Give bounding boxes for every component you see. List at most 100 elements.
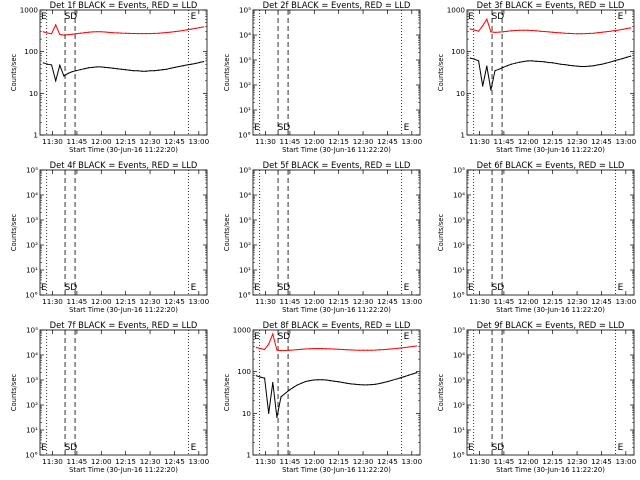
events-series-point xyxy=(75,70,77,72)
y-tick-label: 10⁵ xyxy=(26,166,38,175)
y-tick-label: 10 xyxy=(242,409,252,418)
plot-frame xyxy=(252,329,421,456)
x-tick-label: 13:00 xyxy=(615,457,636,466)
marker-label-middle: SD xyxy=(65,283,78,293)
events-series-point xyxy=(292,386,294,388)
events-series-point xyxy=(535,60,537,62)
x-tick-label: 11:30 xyxy=(469,137,490,146)
events-series-point xyxy=(296,384,299,386)
lld-series-point xyxy=(288,349,290,351)
events-series-point xyxy=(309,380,311,382)
events-series-point xyxy=(597,64,599,66)
y-tick-label: 10⁵ xyxy=(453,326,465,335)
x-tick-label: 13:00 xyxy=(615,297,636,306)
events-series-point xyxy=(370,383,373,386)
lld-series-point xyxy=(46,32,49,34)
y-tick-label: 10³ xyxy=(26,376,38,385)
events-series-point xyxy=(329,380,331,382)
lld-series-point xyxy=(477,30,480,32)
lld-series-point xyxy=(498,31,500,33)
y-axis-label: Counts/sec xyxy=(10,374,18,412)
lld-series-point xyxy=(276,349,278,351)
x-tick-label: 12:00 xyxy=(518,297,539,306)
y-tick-label: 10° xyxy=(452,291,465,300)
lld-series-point xyxy=(416,345,418,347)
lld-series-point xyxy=(527,29,529,31)
lld-series-point xyxy=(473,29,476,31)
y-tick-label: 10⁴ xyxy=(239,191,251,200)
events-series-point xyxy=(272,381,274,384)
events-series-point xyxy=(313,379,315,381)
panel-title: Det 9f BLACK = Events, RED = LLD xyxy=(477,320,625,330)
lld-series-point xyxy=(116,32,118,34)
lld-series-point xyxy=(354,349,356,351)
x-tick-label: 11:45 xyxy=(67,297,88,306)
lld-series-point xyxy=(556,31,558,34)
events-series-point xyxy=(321,379,323,381)
lld-series-point xyxy=(337,348,340,350)
events-series-point xyxy=(178,65,180,68)
events-series-point xyxy=(276,416,278,418)
lld-series-point xyxy=(350,349,352,351)
events-series-point xyxy=(605,62,607,64)
plot-frame xyxy=(252,169,421,296)
events-series-point xyxy=(333,380,336,382)
x-tick-label: 11:30 xyxy=(255,457,276,466)
events-series-point xyxy=(625,56,628,58)
lld-series-point xyxy=(395,347,397,350)
events-series-point xyxy=(523,60,525,63)
events-series-point xyxy=(280,396,282,398)
x-tick-label: 13:00 xyxy=(401,297,422,306)
y-tick-label: 10³ xyxy=(453,216,465,225)
lld-series-point xyxy=(75,33,77,35)
y-tick-label: 10² xyxy=(453,241,465,250)
lld-series-point xyxy=(379,349,381,351)
x-tick-label: 12:15 xyxy=(115,457,136,466)
x-tick-label: 11:45 xyxy=(280,137,301,146)
x-tick-label: 12:15 xyxy=(542,137,563,146)
events-series-point xyxy=(174,66,176,68)
events-series-point xyxy=(539,60,541,63)
y-tick-label: 10⁵ xyxy=(239,6,251,15)
events-series-point xyxy=(124,69,127,71)
lld-series-point xyxy=(71,33,73,35)
events-series-point xyxy=(55,80,57,82)
lld-series-point xyxy=(490,31,492,33)
x-tick-label: 12:45 xyxy=(377,457,398,466)
events-series-point xyxy=(490,89,492,91)
events-series-point xyxy=(133,70,135,72)
lld-series-point xyxy=(568,32,570,34)
lld-series-point xyxy=(543,30,545,33)
events-series-point xyxy=(79,69,81,71)
lld-series-point xyxy=(403,346,405,349)
events-series-point xyxy=(300,382,303,384)
y-tick-label: 1 xyxy=(460,131,465,140)
lld-series-point xyxy=(141,33,143,35)
y-tick-label: 10³ xyxy=(239,216,251,225)
y-tick-label: 10¹ xyxy=(239,106,251,115)
events-series-point xyxy=(59,64,61,66)
y-tick-label: 10° xyxy=(238,131,251,140)
x-tick-label: 12:00 xyxy=(304,137,325,146)
y-axis-label: Counts/sec xyxy=(10,214,18,252)
events-series-point xyxy=(46,63,49,65)
lld-series-point xyxy=(59,33,61,35)
x-tick-label: 11:45 xyxy=(280,297,301,306)
x-tick-label: 11:45 xyxy=(280,457,301,466)
lld-series-point xyxy=(137,32,139,35)
events-series-point xyxy=(325,379,327,381)
lld-series-point xyxy=(519,29,521,31)
x-tick-label: 11:45 xyxy=(494,297,515,306)
events-series xyxy=(256,372,417,418)
lld-series-point xyxy=(399,347,401,349)
events-series-point xyxy=(255,375,257,377)
lld-series xyxy=(256,332,417,352)
events-series-point xyxy=(621,58,624,60)
y-tick-label: 10² xyxy=(453,401,465,410)
x-tick-label: 12:45 xyxy=(591,297,612,306)
events-series-point xyxy=(145,70,147,72)
events-series-point xyxy=(519,61,521,63)
events-series-point xyxy=(391,379,393,381)
x-tick-label: 12:00 xyxy=(304,457,325,466)
events-series-point xyxy=(506,65,508,67)
